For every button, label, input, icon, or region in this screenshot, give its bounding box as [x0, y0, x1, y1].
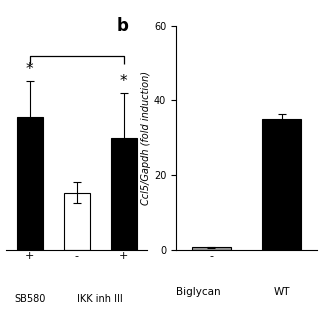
Text: SB580: SB580: [14, 294, 45, 304]
Bar: [262, 119, 301, 250]
Bar: [64, 193, 90, 250]
Text: *: *: [26, 61, 34, 76]
Bar: [192, 247, 230, 250]
Text: Biglycan: Biglycan: [176, 287, 220, 297]
Bar: [111, 138, 137, 250]
Text: b: b: [117, 17, 129, 35]
Text: IKK inh III: IKK inh III: [77, 294, 123, 304]
Y-axis label: Ccl5/Gapdh (fold induction): Ccl5/Gapdh (fold induction): [141, 71, 151, 204]
Bar: [17, 117, 43, 250]
Text: WT: WT: [273, 287, 290, 297]
Text: *: *: [120, 74, 128, 89]
